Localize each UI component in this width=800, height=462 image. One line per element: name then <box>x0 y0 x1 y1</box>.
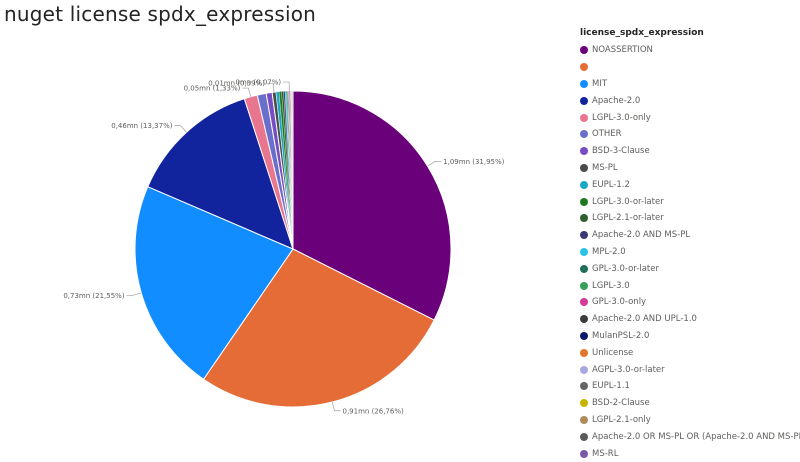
legend-item[interactable]: LGPL-2.1-only <box>580 412 800 429</box>
legend-swatch-icon <box>580 248 588 256</box>
legend-label: MPL-2.0 <box>592 247 626 257</box>
legend-item[interactable]: LGPL-2.1-or-later <box>580 210 800 227</box>
legend-item[interactable]: Apache-2.0 <box>580 92 800 109</box>
legend-swatch-icon <box>580 433 588 441</box>
legend-swatch-icon <box>580 63 588 71</box>
legend-label: Apache-2.0 <box>592 96 640 106</box>
legend-swatch-icon <box>580 416 588 424</box>
legend-label: EUPL-1.1 <box>592 381 630 391</box>
legend-item[interactable]: MPL-2.0 <box>580 244 800 261</box>
legend-item[interactable] <box>580 59 800 76</box>
legend-swatch-icon <box>580 231 588 239</box>
legend-label: Unlicense <box>592 348 633 358</box>
legend-swatch-icon <box>580 298 588 306</box>
legend-label: GPL-3.0-or-later <box>592 264 659 274</box>
data-label: 0,46mn (13,37%) <box>111 122 172 130</box>
legend-item[interactable]: BSD-2-Clause <box>580 395 800 412</box>
legend-item[interactable]: BSD-3-Clause <box>580 143 800 160</box>
legend-label: LGPL-2.1-or-later <box>592 213 664 223</box>
legend-label: MulanPSL-2.0 <box>592 331 649 341</box>
legend-swatch-icon <box>580 46 588 54</box>
legend-label: LGPL-2.1-only <box>592 415 651 425</box>
legend-item[interactable]: GPL-3.0-or-later <box>580 260 800 277</box>
legend-item[interactable]: Apache-2.0 AND MS-PL <box>580 227 800 244</box>
leader-line <box>174 126 186 133</box>
legend-label: MIT <box>592 79 607 89</box>
legend-label: LGPL-3.0-only <box>592 113 651 123</box>
legend-items: NOASSERTION MIT Apache-2.0 LGPL-3.0-only OTH… <box>580 42 800 462</box>
legend-swatch-icon <box>580 80 588 88</box>
legend-item[interactable]: MulanPSL-2.0 <box>580 328 800 345</box>
legend-item[interactable]: LGPL-3.0 <box>580 277 800 294</box>
legend-item[interactable]: Apache-2.0 AND UPL-1.0 <box>580 311 800 328</box>
legend-swatch-icon <box>580 450 588 458</box>
legend-item[interactable]: MS-PL <box>580 160 800 177</box>
legend-swatch-icon <box>580 315 588 323</box>
legend-item[interactable]: GPL-3.0-only <box>580 294 800 311</box>
legend-label: BSD-3-Clause <box>592 146 650 156</box>
leader-line <box>283 82 289 91</box>
legend-swatch-icon <box>580 181 588 189</box>
legend-swatch-icon <box>580 282 588 290</box>
leader-line <box>127 293 142 296</box>
legend-swatch-icon <box>580 332 588 340</box>
legend-item[interactable]: EUPL-1.1 <box>580 378 800 395</box>
data-label: 0,73mn (21,55%) <box>63 292 124 300</box>
leader-line <box>428 161 442 166</box>
legend-label: OTHER <box>592 129 622 139</box>
legend-swatch-icon <box>580 97 588 105</box>
legend-label: LGPL-3.0-or-later <box>592 197 664 207</box>
legend-swatch-icon <box>580 399 588 407</box>
legend-item[interactable]: MIT <box>580 76 800 93</box>
legend-item[interactable]: MS-RL <box>580 445 800 462</box>
legend: license_spdx_expression NOASSERTION MIT Ap… <box>580 28 800 462</box>
pie-chart: 1,09mn (31,95%) 0,91mn (26,76%) 0,73mn (21… <box>0 0 580 458</box>
data-label: 1,09mn (31,95%) <box>443 158 504 166</box>
legend-label: Apache-2.0 AND MS-PL <box>592 230 690 240</box>
legend-label: MS-RL <box>592 449 618 459</box>
legend-item[interactable]: EUPL-1.2 <box>580 176 800 193</box>
legend-swatch-icon <box>580 366 588 374</box>
legend-swatch-icon <box>580 198 588 206</box>
legend-label: NOASSERTION <box>592 45 653 55</box>
legend-item[interactable]: NOASSERTION <box>580 42 800 59</box>
legend-label: MS-PL <box>592 163 618 173</box>
legend-label: Apache-2.0 AND UPL-1.0 <box>592 314 697 324</box>
legend-swatch-icon <box>580 349 588 357</box>
legend-label: BSD-2-Clause <box>592 398 650 408</box>
legend-item[interactable]: LGPL-3.0-or-later <box>580 193 800 210</box>
legend-swatch-icon <box>580 114 588 122</box>
leader-line <box>242 88 250 97</box>
legend-item[interactable]: LGPL-3.0-only <box>580 109 800 126</box>
legend-item[interactable]: OTHER <box>580 126 800 143</box>
legend-item[interactable]: Apache-2.0 OR MS-PL OR (Apache-2.0 AND M… <box>580 428 800 445</box>
legend-swatch-icon <box>580 147 588 155</box>
legend-label: AGPL-3.0-or-later <box>592 365 665 375</box>
legend-label: GPL-3.0-only <box>592 297 646 307</box>
legend-label: EUPL-1.2 <box>592 180 630 190</box>
legend-label: Apache-2.0 OR MS-PL OR (Apache-2.0 AND M… <box>592 432 800 442</box>
legend-swatch-icon <box>580 130 588 138</box>
legend-swatch-icon <box>580 382 588 390</box>
legend-item[interactable]: AGPL-3.0-or-later <box>580 361 800 378</box>
legend-label: LGPL-3.0 <box>592 281 630 291</box>
legend-swatch-icon <box>580 214 588 222</box>
leader-line <box>332 402 340 411</box>
legend-title: license_spdx_expression <box>580 28 800 38</box>
legend-item[interactable]: Unlicense <box>580 344 800 361</box>
legend-swatch-icon <box>580 164 588 172</box>
data-label: 0,91mn (26,76%) <box>343 407 404 415</box>
data-label: 0mn (0,07%) <box>235 79 281 87</box>
legend-swatch-icon <box>580 265 588 273</box>
